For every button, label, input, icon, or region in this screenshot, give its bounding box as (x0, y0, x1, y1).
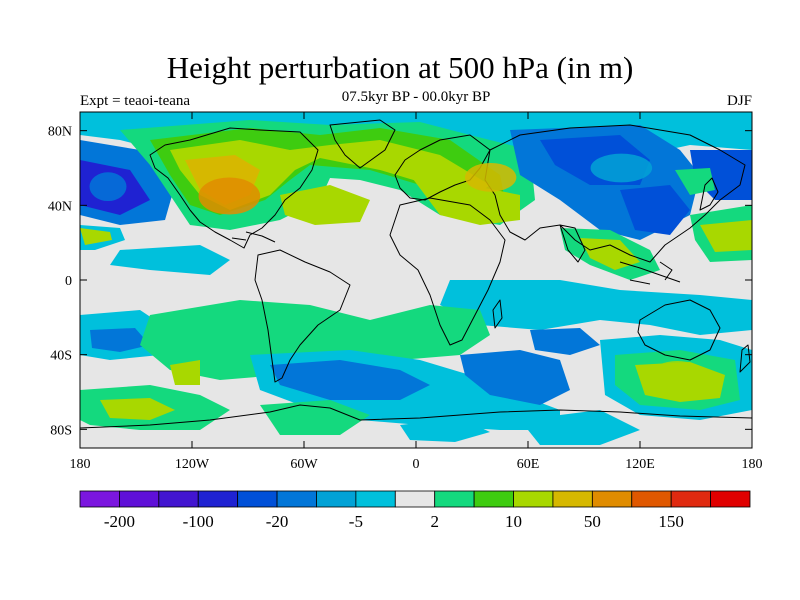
colorbar-tick-label: -5 (349, 512, 363, 531)
colorbar-swatch (316, 490, 357, 508)
season-label: DJF (726, 93, 752, 109)
contour-region (80, 228, 112, 245)
latitude-axis: 80N 40N 0 40S 80S (48, 125, 752, 438)
contour-region (410, 175, 520, 225)
lon-tick-label: 180 (742, 457, 763, 472)
contour-region (110, 245, 230, 275)
colorbar-swatch (119, 490, 160, 508)
contour-region (520, 410, 640, 445)
lon-tick-label: 120E (625, 457, 655, 472)
longitude-axis: 180 120W 60W 0 60E 120E 180 (70, 112, 763, 472)
coastline-asia (484, 124, 746, 263)
colorbar-swatch (197, 490, 239, 508)
contour-region (700, 220, 752, 252)
lon-tick-label: 0 (413, 457, 420, 472)
colorbar-swatch (158, 490, 199, 508)
coastline-madagascar (492, 299, 503, 329)
colorbar-swatch (276, 490, 317, 508)
coastline-new-zealand (739, 344, 751, 373)
feature-eurasia-positive (465, 162, 517, 192)
coastline-south-america (254, 249, 351, 383)
lon-tick-label: 60W (290, 457, 318, 472)
map-subtitle: 07.5kyr BP - 00.0kyr BP (341, 89, 491, 105)
colorbar-swatch (631, 490, 672, 508)
feature-southern-pacific-positive (651, 361, 703, 386)
colorbar-swatch (552, 490, 593, 508)
coastline-indonesia (619, 261, 681, 285)
colorbar-tick-label: -20 (266, 512, 289, 531)
feature-pacific-negative (89, 172, 127, 202)
contour-region (280, 185, 370, 225)
colorbar-tick-label: -200 (104, 512, 135, 531)
colorbar-swatch (237, 490, 278, 508)
coastline-japan (699, 177, 719, 211)
colorbar (79, 490, 751, 508)
lon-tick-label: 120W (175, 457, 210, 472)
colorbar-swatch (710, 490, 751, 508)
coastline-greenland (329, 119, 396, 169)
coastline-antarctica (80, 404, 752, 429)
coastline-india (559, 224, 586, 263)
colorbar-swatch (670, 490, 711, 508)
colorbar-swatch (591, 490, 633, 508)
colorbar-labels: -200 -100 -20 -5 2 10 50 150 (104, 512, 684, 531)
contour-region (675, 168, 715, 195)
lat-tick-label: 80S (50, 423, 72, 438)
coastline-africa (389, 197, 506, 346)
contour-region (140, 300, 490, 380)
feature-north-atlantic-positive (198, 177, 261, 215)
coastline-north-america (149, 127, 319, 249)
map-plot-area (80, 112, 752, 448)
contour-region (530, 328, 600, 355)
colorbar-swatch (79, 490, 120, 508)
colorbar-swatch (434, 490, 475, 508)
coastline-australia (637, 299, 721, 361)
colorbar-tick-label: 2 (430, 512, 439, 531)
colorbar-swatch (473, 490, 514, 508)
contour-region (620, 185, 690, 235)
lon-tick-label: 60E (517, 457, 540, 472)
contour-region (90, 328, 150, 352)
colorbar-swatch (355, 490, 396, 508)
contour-region (100, 398, 175, 420)
contour-region (440, 280, 752, 335)
colorbar-tick-label: -100 (183, 512, 214, 531)
lat-tick-label: 40N (48, 199, 72, 214)
contour-region (400, 418, 490, 442)
colorbar-tick-label: 150 (658, 512, 684, 531)
lat-tick-label: 0 (65, 274, 72, 289)
coastline-caribbean (231, 231, 276, 243)
colorbar-swatch (394, 490, 436, 508)
contour-region (270, 360, 430, 400)
contour-region (260, 400, 370, 435)
feature-siberia-negative (590, 153, 653, 183)
contour-region (170, 360, 200, 385)
map-title: Height perturbation at 500 hPa (in m) (166, 50, 634, 85)
colorbar-swatch (513, 490, 554, 508)
contour-region (460, 350, 570, 405)
colorbar-tick-label: 10 (505, 512, 522, 531)
lat-tick-label: 40S (50, 349, 72, 364)
map-features (89, 153, 703, 386)
lon-tick-label: 180 (70, 457, 91, 472)
colorbar-tick-label: 50 (584, 512, 601, 531)
experiment-label: Expt = teaoi-teana (80, 93, 191, 109)
lat-tick-label: 80N (48, 125, 72, 140)
contour-region (580, 238, 640, 270)
